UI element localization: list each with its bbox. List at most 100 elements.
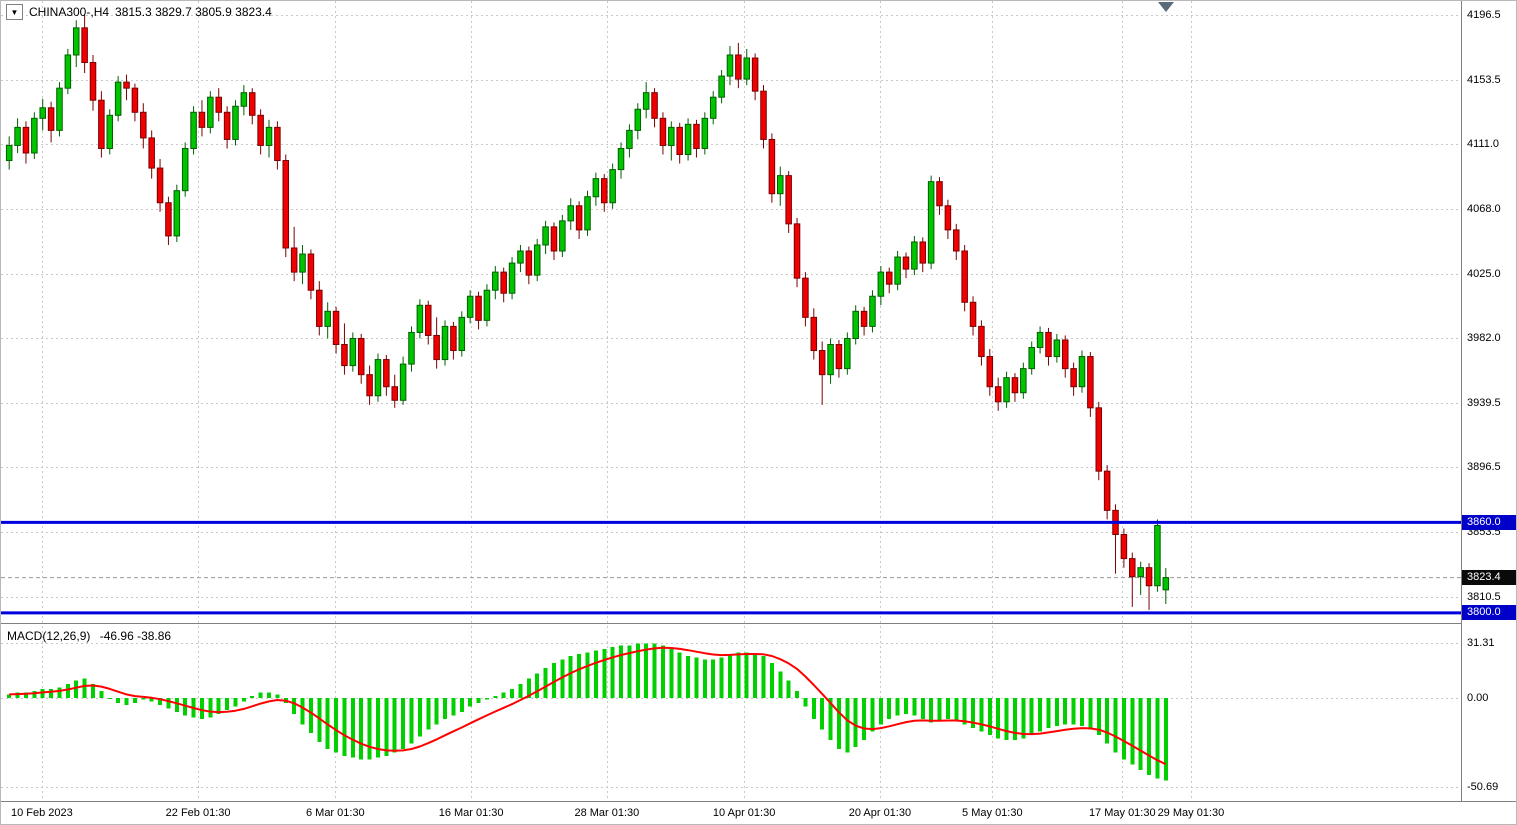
candle: [508, 257, 516, 300]
candle: [869, 290, 876, 333]
candle: [860, 306, 868, 336]
ohlc-values-label: 3815.3 3829.7 3805.9 3823.4: [115, 5, 272, 19]
macd-axis-label: 0.00: [1467, 691, 1489, 704]
candle: [282, 154, 290, 258]
candle: [584, 190, 591, 236]
candle: [777, 166, 784, 206]
candle: [919, 237, 927, 273]
candle: [156, 159, 164, 212]
candle: [709, 91, 717, 125]
candle: [676, 122, 683, 164]
candle: [408, 326, 415, 372]
price-axis[interactable]: 4196.5 4153.5 4111.0 4068.0 4025.0 3982.0 3939…: [1461, 1, 1516, 801]
candle: [575, 201, 583, 239]
time-axis-label: 5 May 01:30: [962, 807, 1023, 819]
macd-histogram: [7, 643, 1168, 781]
candle: [190, 106, 197, 155]
candle: [140, 103, 147, 149]
chart-canvas[interactable]: [1, 1, 1461, 801]
candle: [994, 377, 1002, 411]
candle: [768, 133, 776, 203]
candle: [592, 172, 600, 206]
candle: [550, 222, 558, 261]
current-price-badge: 3823.4: [1462, 570, 1516, 586]
price-axis-label: 3939.5: [1467, 396, 1501, 409]
candle: [533, 238, 541, 282]
candle: [316, 281, 323, 336]
candle: [1028, 341, 1035, 375]
time-axis-label: 22 Feb 01:30: [165, 807, 231, 819]
candle: [47, 101, 55, 143]
time-axis-label: 20 Apr 01:30: [848, 807, 912, 819]
candle: [1070, 362, 1077, 396]
symbol-timeframe-label: CHINA300-,H4: [29, 5, 110, 19]
candle: [1129, 552, 1136, 607]
candle: [1003, 371, 1010, 408]
candle: [399, 356, 407, 405]
candle: [726, 45, 734, 86]
candle: [953, 223, 960, 261]
candle: [626, 124, 633, 158]
candle: [701, 112, 709, 155]
macd-axis-label: -50.69: [1467, 780, 1499, 793]
candle: [198, 100, 206, 137]
macd-axis-label: 31.31: [1467, 636, 1495, 649]
candle: [475, 291, 482, 330]
candle: [1137, 561, 1144, 595]
candle: [81, 15, 88, 74]
candle: [634, 103, 642, 140]
candle: [39, 98, 46, 131]
candle: [567, 198, 575, 230]
price-axis-label: 4196.5: [1467, 9, 1501, 22]
candle: [424, 300, 432, 345]
candle: [894, 251, 901, 291]
symbol-header: ▼ CHINA300-,H4 3815.3 3829.7 3805.9 3823…: [6, 4, 272, 20]
candle: [64, 48, 72, 95]
candle: [500, 267, 507, 303]
time-axis-label: 10 Feb 2023: [10, 807, 73, 819]
candle: [961, 244, 968, 312]
candle: [1112, 504, 1119, 574]
candle: [1145, 563, 1153, 610]
line-price-badge: 3800.0: [1462, 605, 1516, 621]
candle: [416, 299, 424, 339]
time-axis-label: 6 Mar 01:30: [305, 807, 365, 819]
candle: [332, 306, 340, 354]
symbol-dropdown-button[interactable]: ▼: [6, 4, 23, 20]
candle: [366, 365, 373, 405]
candle: [1011, 373, 1019, 402]
candle: [936, 177, 943, 215]
candle: [927, 175, 935, 270]
candle: [525, 246, 533, 285]
candle: [207, 91, 214, 134]
candle: [1103, 465, 1111, 520]
price-axis-label: 4068.0: [1467, 202, 1501, 215]
candle: [735, 42, 742, 89]
price-axis-label: 3982.0: [1467, 332, 1501, 345]
candle: [374, 353, 382, 402]
candle: [751, 53, 759, 101]
time-axis[interactable]: 10 Feb 2023 22 Feb 01:30 6 Mar 01:30 16 Mar…: [1, 801, 1516, 824]
line-price-badge: 3860.0: [1462, 514, 1516, 530]
candle: [265, 119, 273, 158]
candle: [299, 244, 306, 285]
candle: [31, 112, 38, 160]
candle: [257, 109, 264, 155]
candle: [852, 305, 859, 345]
candle: [215, 88, 222, 122]
time-axis-label: 28 Mar 01:30: [574, 807, 640, 819]
chart-shift-marker-icon[interactable]: [1158, 2, 1174, 12]
candle: [877, 266, 885, 306]
candle: [793, 217, 801, 288]
price-axis-label: 4153.5: [1467, 73, 1501, 86]
candle: [743, 48, 751, 86]
candle: [600, 174, 608, 212]
candle: [106, 109, 114, 155]
chart-area[interactable]: ▼ CHINA300-,H4 3815.3 3829.7 3805.9 3823…: [1, 1, 1461, 801]
candle: [483, 284, 491, 327]
macd-name-label: MACD(12,26,9): [7, 629, 91, 643]
candle: [785, 171, 792, 233]
candle: [240, 85, 248, 116]
macd-signal-line: [9, 646, 1167, 766]
